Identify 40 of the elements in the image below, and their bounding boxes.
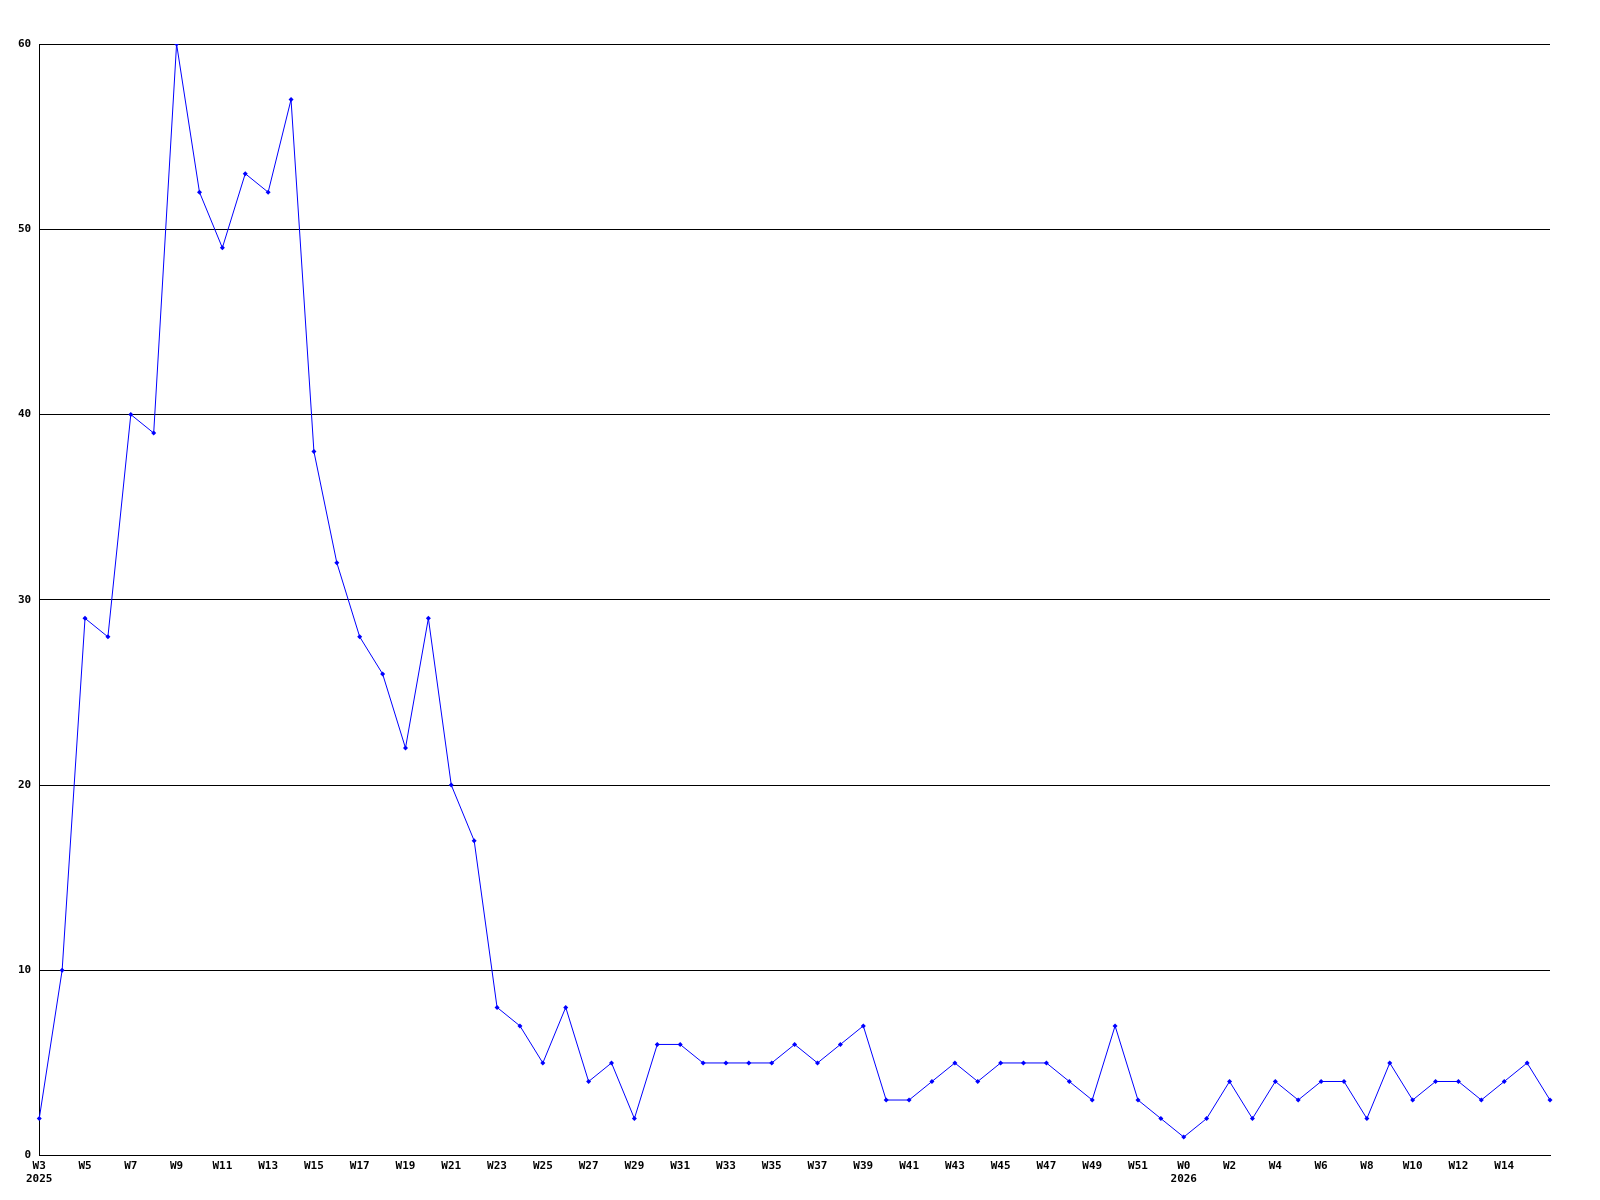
- x-tick-label: W27: [578, 1159, 599, 1173]
- x-tick-label: W51: [1128, 1159, 1149, 1173]
- x-tick-label: W45: [990, 1159, 1011, 1173]
- x-tick-label: W7: [124, 1159, 138, 1173]
- x-tick-label: W8: [1360, 1159, 1374, 1173]
- x-tick-label: W14: [1494, 1159, 1515, 1173]
- x-tick-label: W21: [441, 1159, 462, 1173]
- x-tick-label: W12: [1448, 1159, 1469, 1173]
- x-tick-label: W10: [1402, 1159, 1423, 1173]
- x-tick-label: W35: [761, 1159, 782, 1173]
- y-tick-label: 60: [18, 36, 32, 50]
- x-tick-label: W2: [1222, 1159, 1237, 1173]
- x-tick-label: W4: [1268, 1159, 1283, 1173]
- y-tick-label: 20: [18, 777, 32, 791]
- x-tick-label: W13: [258, 1159, 279, 1173]
- y-tick-label: 50: [18, 222, 32, 236]
- x-tick-label: W49: [1082, 1159, 1103, 1173]
- y-tick-label: 0: [24, 1148, 32, 1162]
- x-tick-label: W5: [78, 1159, 92, 1173]
- x-tick-label: W17: [349, 1159, 370, 1173]
- x-tick-label: W23: [487, 1159, 507, 1173]
- x-tick-label: W47: [1036, 1159, 1057, 1173]
- x-tick-label: W19: [395, 1159, 416, 1173]
- x-tick-label: W0 2026: [1170, 1159, 1198, 1186]
- x-tick-label: W31: [670, 1159, 691, 1173]
- x-tick-label: W41: [899, 1159, 920, 1173]
- x-tick-label: W33: [716, 1159, 736, 1173]
- x-tick-label: W9: [169, 1159, 184, 1173]
- y-tick-label: 10: [18, 963, 32, 977]
- x-tick-label: W39: [853, 1159, 874, 1173]
- x-tick-label: W15: [303, 1159, 324, 1173]
- x-tick-label: W25: [532, 1159, 553, 1173]
- x-tick-label: W37: [807, 1159, 828, 1173]
- x-tick-label: W43: [944, 1159, 965, 1173]
- x-tick-label: W11: [212, 1159, 233, 1173]
- y-tick-label: 30: [18, 592, 32, 606]
- x-tick-label: W6: [1314, 1159, 1329, 1173]
- x-tick-label: W29: [624, 1159, 645, 1173]
- y-tick-label: 40: [18, 407, 32, 421]
- x-tick-label: W3 2025: [26, 1159, 53, 1186]
